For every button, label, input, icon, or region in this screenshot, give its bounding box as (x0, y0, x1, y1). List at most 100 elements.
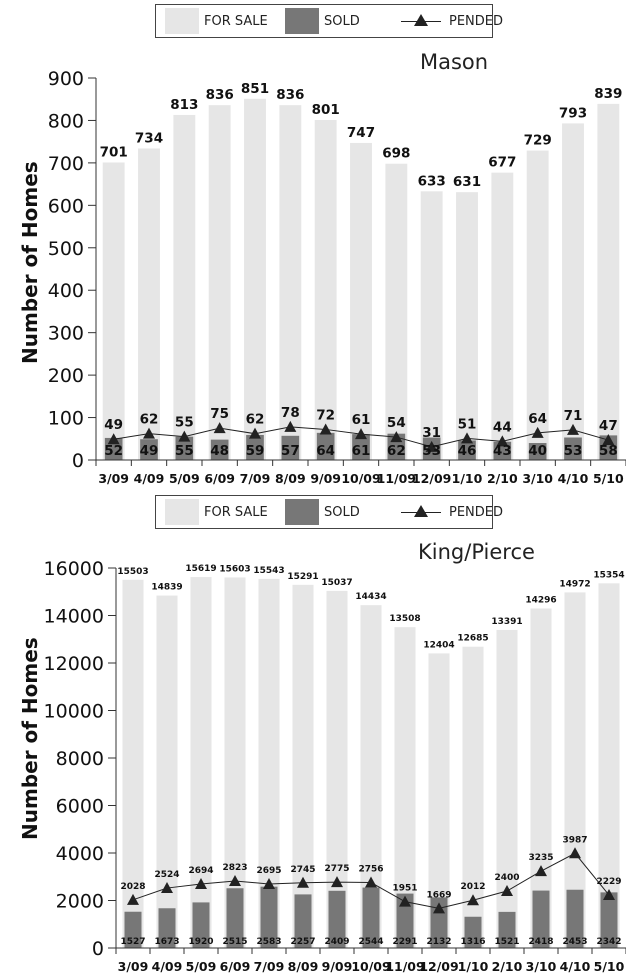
x-tick-label: 12/09 (419, 959, 458, 974)
data-label-for-sale: 698 (382, 146, 410, 162)
data-label-sold: 52 (104, 443, 123, 459)
legend-label-pended: PENDED (449, 505, 504, 520)
data-label-sold: 64 (316, 443, 335, 459)
bar-sold (458, 440, 476, 460)
data-label-pended: 71 (564, 408, 583, 424)
data-label-sold: 46 (458, 443, 477, 459)
point-pended (195, 878, 207, 890)
bar-sold (430, 897, 448, 948)
chart-plot: 0 100 200 300 400 500 600 700 800 900 3/09 4/09 5/09… (48, 68, 626, 486)
point-pended (365, 876, 377, 888)
data-label-pended: 75 (210, 406, 229, 422)
data-label-sold: 2342 (596, 937, 621, 947)
data-label-for-sale: 729 (524, 133, 552, 149)
y-tick-label: 300 (48, 323, 84, 345)
bar-sold (175, 436, 194, 460)
data-label-pended: 2756 (358, 865, 383, 875)
x-tick-label: 6/09 (220, 959, 251, 974)
point-pended (433, 902, 445, 914)
y-tick-label: 4000 (56, 843, 104, 865)
data-label-pended: 55 (175, 415, 194, 431)
x-tick-label: 1/10 (452, 471, 483, 486)
chart-panel-mason: FOR SALE SOLD PENDED Mason Number of Hom… (18, 4, 626, 486)
bar-for-sale (102, 162, 125, 460)
bar-sold (396, 893, 414, 948)
y-tick-label: 200 (48, 365, 84, 387)
bar-sold (564, 437, 582, 460)
x-tick-label: 11/09 (377, 471, 416, 486)
y-tick-label: 0 (92, 938, 104, 960)
data-label-pended: 2823 (222, 863, 247, 873)
legend-label-sold: SOLD (324, 14, 360, 29)
bar-sold (226, 888, 244, 948)
x-tick-label: 4/09 (134, 471, 165, 486)
bar-sold (498, 911, 516, 948)
data-label-for-sale: 15619 (185, 564, 216, 574)
data-label-pended: 3235 (528, 853, 553, 863)
data-label-for-sale: 677 (488, 155, 516, 171)
data-label-pended: 1951 (392, 884, 417, 894)
point-pended (284, 420, 297, 432)
data-label-for-sale: 15354 (593, 570, 624, 580)
data-label-sold: 40 (528, 443, 547, 459)
point-pended (355, 428, 367, 440)
bar-for-sale (530, 608, 552, 948)
data-label-for-sale: 836 (276, 87, 304, 103)
data-label-pended: 2775 (324, 864, 349, 874)
data-label-for-sale: 12404 (423, 640, 454, 650)
data-label-pended: 2400 (494, 873, 519, 883)
data-label-for-sale: 801 (312, 102, 340, 118)
legend-label-pended: PENDED (449, 14, 504, 29)
legend-triangle-icon (414, 14, 428, 26)
data-label-sold: 61 (352, 443, 371, 459)
bar-sold (140, 439, 158, 460)
data-label-for-sale: 631 (453, 174, 481, 190)
x-tick-label: 9/09 (310, 471, 341, 486)
bar-for-sale (562, 123, 584, 460)
data-label-sold: 59 (246, 443, 265, 459)
data-label-sold: 2453 (562, 937, 587, 947)
x-tick-label: 3/09 (98, 471, 129, 486)
bar-for-sale (138, 148, 160, 461)
data-label-sold: 57 (281, 443, 300, 459)
chart-legend: FOR SALE SOLD PENDED (155, 495, 503, 529)
data-label-for-sale: 13391 (491, 617, 522, 627)
bar-for-sale (597, 103, 620, 460)
data-label-for-sale: 813 (170, 97, 198, 113)
bar-sold (464, 916, 482, 948)
data-label-sold: 55 (175, 443, 194, 459)
y-tick-label: 700 (48, 153, 84, 175)
bar-for-sale (244, 98, 266, 460)
chart-legend: FOR SALE SOLD PENDED (155, 4, 503, 38)
x-tick-label: 8/09 (288, 959, 319, 974)
x-tick-label: 5/09 (169, 471, 200, 486)
data-label-pended: 62 (246, 412, 265, 428)
bar-sold (599, 435, 618, 460)
data-label-pended: 3987 (562, 835, 587, 845)
point-pended (496, 435, 509, 447)
data-label-sold: 2418 (528, 937, 553, 947)
y-tick-label: 600 (48, 195, 84, 217)
y-tick-label: 16000 (44, 558, 104, 580)
data-label-sold: 1527 (120, 937, 145, 947)
y-tick-label: 500 (48, 238, 84, 260)
bar-sold (566, 889, 584, 948)
bar-for-sale (462, 646, 484, 948)
x-tick-label: 12/09 (412, 471, 451, 486)
bar-sold (316, 432, 335, 460)
data-label-sold: 58 (599, 443, 618, 459)
data-label-sold: 62 (387, 443, 406, 459)
bar-sold (600, 892, 618, 948)
data-label-sold: 1521 (494, 937, 519, 947)
bar-for-sale (360, 605, 382, 948)
data-label-pended: 2229 (596, 877, 621, 887)
data-label-for-sale: 851 (241, 81, 269, 97)
y-tick-label: 2000 (56, 891, 104, 913)
point-pended (213, 422, 226, 434)
bar-sold (362, 887, 380, 948)
bar-sold (352, 434, 370, 460)
x-tick-label: 10/09 (341, 471, 380, 486)
point-pended (143, 427, 155, 439)
bar-for-sale (491, 172, 514, 460)
bar-for-sale (190, 577, 212, 948)
